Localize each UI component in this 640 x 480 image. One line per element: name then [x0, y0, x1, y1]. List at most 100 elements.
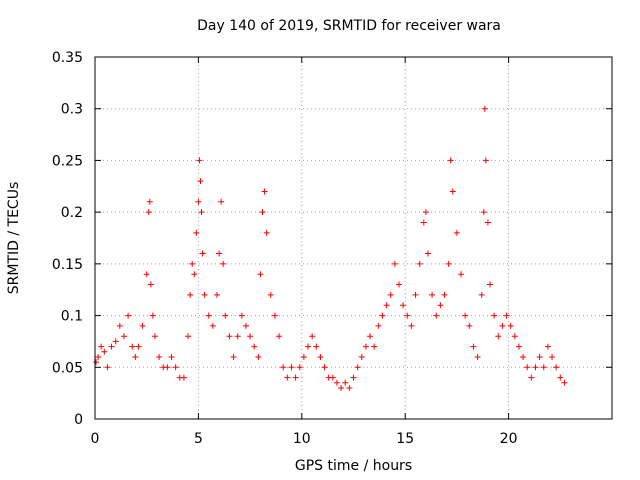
x-tick-label: 5: [194, 431, 203, 447]
x-tick-label: 0: [91, 431, 100, 447]
data-point: [199, 250, 206, 257]
data-point: [404, 312, 411, 319]
data-point: [371, 343, 378, 350]
y-tick-label: 0.15: [52, 257, 83, 273]
data-point: [247, 333, 254, 340]
data-point: [139, 322, 146, 329]
data-point: [480, 209, 487, 216]
data-point: [391, 260, 398, 267]
data-point: [296, 364, 303, 371]
data-point: [449, 188, 456, 195]
y-tick-label: 0.35: [52, 50, 83, 66]
data-point: [214, 291, 221, 298]
data-point: [549, 353, 556, 360]
y-tick-label: 0.25: [52, 153, 83, 169]
data-point: [482, 157, 489, 164]
x-axis-ticks: 0 5 10 15 20: [91, 57, 518, 447]
data-point: [180, 374, 187, 381]
data-point: [259, 209, 266, 216]
data-point: [234, 333, 241, 340]
data-point: [135, 343, 142, 350]
data-point: [478, 291, 485, 298]
data-point: [532, 364, 539, 371]
x-tick-label: 15: [396, 431, 414, 447]
data-point: [481, 105, 488, 112]
data-point: [251, 343, 258, 350]
data-point: [342, 379, 349, 386]
data-point: [358, 353, 365, 360]
data-point: [317, 353, 324, 360]
data-point: [375, 322, 382, 329]
data-point: [95, 353, 102, 360]
data-point: [197, 178, 204, 185]
data-point: [474, 353, 481, 360]
data-point: [422, 209, 429, 216]
data-point: [151, 333, 158, 340]
data-point: [196, 157, 203, 164]
data-point: [429, 291, 436, 298]
data-point: [147, 281, 154, 288]
data-point: [441, 291, 448, 298]
data-point: [143, 271, 150, 278]
data-point: [226, 333, 233, 340]
data-point: [261, 188, 268, 195]
grid-layer: [95, 57, 612, 419]
data-point: [216, 250, 223, 257]
data-point: [486, 281, 493, 288]
y-tick-label: 0.1: [61, 309, 83, 325]
data-point: [195, 198, 202, 205]
data-point: [267, 291, 274, 298]
data-point: [98, 343, 105, 350]
data-point: [507, 322, 514, 329]
data-point: [292, 374, 299, 381]
data-point: [329, 374, 336, 381]
data-point: [387, 291, 394, 298]
data-point: [362, 343, 369, 350]
data-point: [168, 353, 175, 360]
data-point: [193, 229, 200, 236]
data-point: [437, 302, 444, 309]
data-point: [346, 384, 353, 391]
data-point: [424, 250, 431, 257]
data-point: [416, 260, 423, 267]
data-point: [101, 348, 108, 355]
data-point: [470, 343, 477, 350]
chart-title: Day 140 of 2019, SRMTID for receiver war…: [197, 18, 501, 34]
data-point: [300, 353, 307, 360]
data-point: [305, 343, 312, 350]
data-point: [495, 333, 502, 340]
data-point: [230, 353, 237, 360]
data-point: [132, 353, 139, 360]
data-point: [125, 312, 132, 319]
data-point: [205, 312, 212, 319]
data-point: [491, 312, 498, 319]
data-point: [453, 229, 460, 236]
data-point: [108, 343, 115, 350]
y-tick-label: 0.3: [61, 102, 83, 118]
data-point: [445, 260, 452, 267]
data-point: [333, 379, 340, 386]
data-point: [263, 229, 270, 236]
data-point: [276, 333, 283, 340]
x-tick-label: 20: [500, 431, 518, 447]
data-point: [242, 322, 249, 329]
data-point: [408, 322, 415, 329]
data-point: [484, 219, 491, 226]
plot-frame: [94, 56, 613, 420]
y-tick-label: 0.2: [61, 205, 83, 221]
data-point: [93, 359, 100, 366]
data-point: [191, 271, 198, 278]
data-point: [338, 384, 345, 391]
data-point: [395, 281, 402, 288]
data-point: [383, 302, 390, 309]
data-point: [284, 374, 291, 381]
data-point: [201, 291, 208, 298]
data-point: [313, 343, 320, 350]
data-point: [553, 364, 560, 371]
data-point: [520, 353, 527, 360]
data-point: [536, 353, 543, 360]
data-point: [447, 157, 454, 164]
data-point: [540, 364, 547, 371]
data-point: [257, 271, 264, 278]
